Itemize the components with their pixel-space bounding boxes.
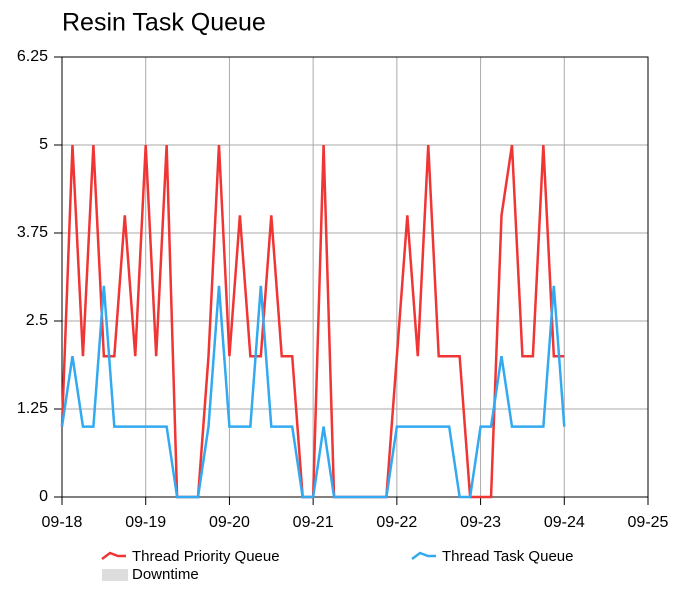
x-tick-label: 09-19 — [125, 514, 166, 531]
legend-swatch — [411, 551, 436, 560]
legend-label: Thread Task Queue — [442, 548, 573, 565]
x-tick-label: 09-22 — [376, 514, 417, 531]
chart-title: Resin Task Queue — [62, 9, 266, 37]
x-tick-label: 09-23 — [460, 514, 501, 531]
x-tick-label: 09-25 — [628, 514, 669, 531]
y-tick-label: 6.25 — [17, 48, 48, 65]
y-tick-label: 1.25 — [17, 400, 48, 417]
series-line — [60, 285, 566, 499]
y-tick-label: 2.5 — [26, 312, 48, 329]
x-tick-label: 09-21 — [293, 514, 334, 531]
plot-frame — [61, 56, 649, 498]
x-tick-label: 09-24 — [544, 514, 585, 531]
legend-swatch — [102, 569, 128, 581]
y-tick-label: 5 — [39, 136, 48, 153]
legend-label: Thread Priority Queue — [132, 548, 280, 565]
legend-swatch — [101, 551, 126, 560]
y-tick-label: 0 — [39, 488, 48, 505]
x-tick-label: 09-20 — [209, 514, 250, 531]
x-tick-label: 09-18 — [42, 514, 83, 531]
y-tick-label: 3.75 — [17, 224, 48, 241]
legend-label: Downtime — [132, 566, 199, 583]
